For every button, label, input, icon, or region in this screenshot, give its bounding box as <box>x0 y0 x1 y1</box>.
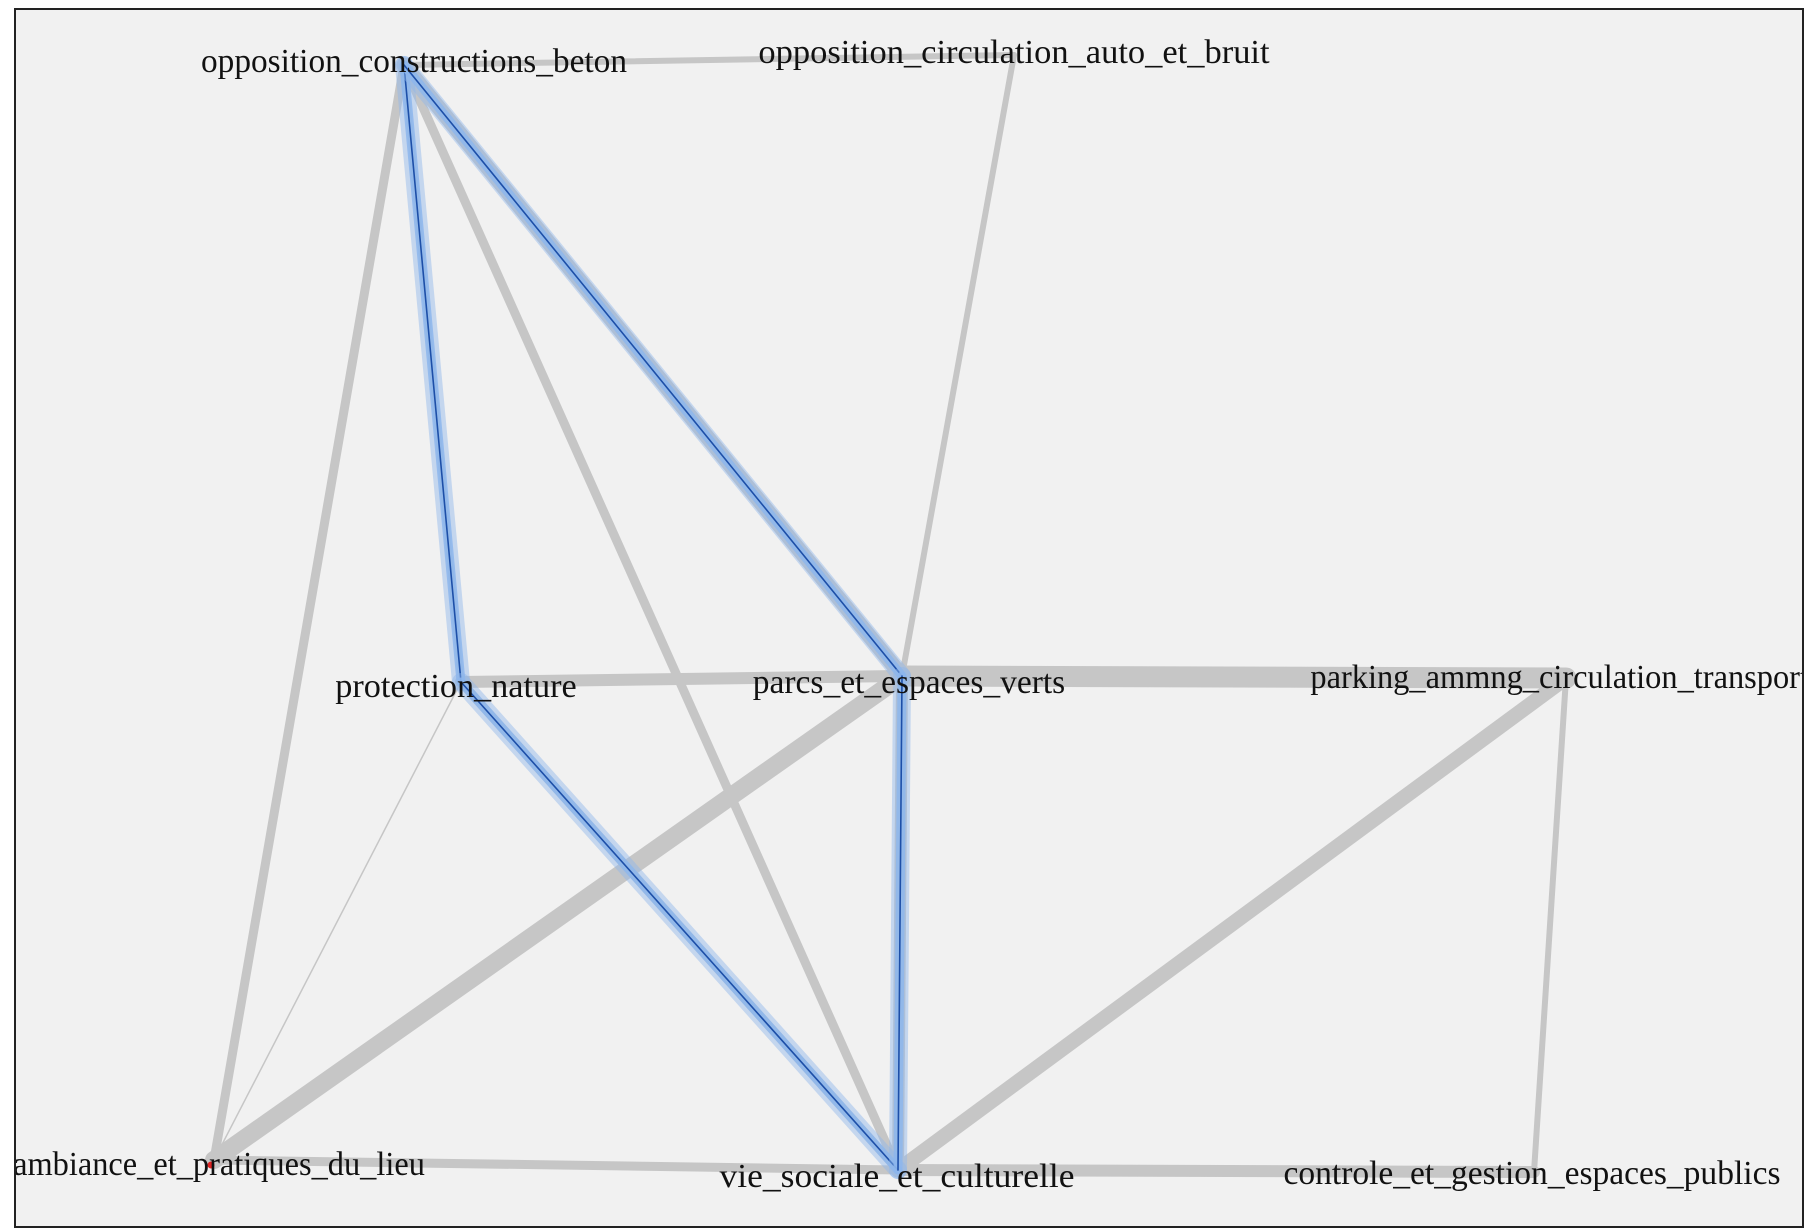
node-label-vie_sociale_et_culturelle[interactable]: vie_sociale_et_culturelle <box>720 1158 1075 1195</box>
edge-protection_nature-parcs_et_espaces_verts <box>455 670 908 688</box>
highlight-line-protection_nature-vie_sociale_et_culturelle <box>460 681 899 1171</box>
labels-layer: opposition_constructions_beton opposition… <box>16 34 1802 1195</box>
highlight-line-parcs_et_espaces_verts-vie_sociale_et_culturelle <box>897 675 903 1171</box>
selection-marker <box>207 1161 215 1169</box>
edges-layer <box>205 52 1577 1179</box>
edge-vie_sociale_et_culturelle-controle_et_gestion_espaces_publics <box>892 1164 1540 1178</box>
highlight-line-opposition_constructions_beton-protection_nature <box>403 64 462 683</box>
edge-protection_nature-ambiance_et_pratiques_du_lieu <box>213 681 462 1161</box>
node-label-opposition_constructions_beton[interactable]: opposition_constructions_beton <box>201 43 627 80</box>
graph-frame: opposition_constructions_beton opposition… <box>14 8 1804 1228</box>
edge-opposition_circulation_auto_et_bruit-parcs_et_espaces_verts <box>899 52 1017 679</box>
edge-parcs_et_espaces_verts-ambiance_et_pratiques_du_lieu <box>205 667 911 1169</box>
node-label-parcs_et_espaces_verts[interactable]: parcs_et_espaces_verts <box>753 664 1065 701</box>
network-graph: opposition_constructions_beton opposition… <box>16 34 1802 1195</box>
node-label-opposition_circulation_auto_et_bruit[interactable]: opposition_circulation_auto_et_bruit <box>758 34 1270 71</box>
node-label-protection_nature[interactable]: protection_nature <box>335 668 576 705</box>
node-label-ambiance_et_pratiques_du_lieu[interactable]: ambiance_et_pratiques_du_lieu <box>16 1146 425 1183</box>
edge-ambiance_et_pratiques_du_lieu-vie_sociale_et_culturelle <box>209 1155 903 1175</box>
node-label-parking_ammng_circulation_transports[interactable]: parking_ammng_circulation_transports <box>1310 659 1802 696</box>
highlight-line-opposition_constructions_beton-parcs_et_espaces_verts <box>403 64 903 677</box>
edge-parking_ammng_circulation_transports-vie_sociale_et_culturelle <box>890 670 1574 1178</box>
edge-opposition_constructions_beton-opposition_circulation_auto_et_bruit <box>401 52 1017 68</box>
edge-parking_ammng_circulation_transports-controle_et_gestion_espaces_publics <box>1531 675 1569 1175</box>
edge-opposition_constructions_beton-vie_sociale_et_culturelle <box>399 60 903 1175</box>
edge-opposition_constructions_beton-ambiance_et_pratiques_du_lieu <box>209 60 409 1165</box>
edge-parcs_et_espaces_verts-parking_ammng_circulation_transports <box>891 665 1577 689</box>
node-label-controle_et_gestion_espaces_publics[interactable]: controle_et_gestion_espaces_publics <box>1284 1155 1781 1192</box>
